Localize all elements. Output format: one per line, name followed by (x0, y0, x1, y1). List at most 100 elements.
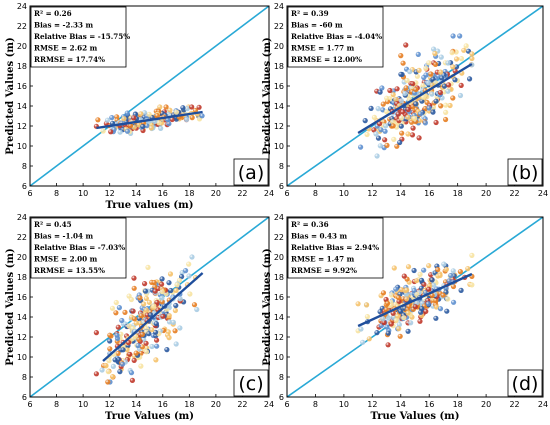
data-point (403, 42, 409, 48)
data-point (435, 266, 441, 273)
data-point (454, 64, 460, 70)
y-tick-label: 16 (17, 293, 27, 302)
x-tick-label: 6 (284, 400, 289, 409)
data-point (168, 287, 174, 294)
data-point (138, 363, 144, 369)
stats-line: Bias = -2.33 m (34, 21, 94, 30)
data-point (191, 302, 198, 308)
data-point (396, 322, 402, 328)
y-tick-label: 16 (274, 293, 284, 302)
data-point (457, 269, 463, 275)
data-point (402, 90, 408, 97)
data-point (423, 72, 429, 78)
y-tick-label: 12 (17, 333, 27, 342)
data-point (385, 342, 391, 348)
data-point (375, 135, 382, 141)
data-point (368, 105, 374, 111)
data-point (431, 282, 437, 288)
fit-line (96, 110, 203, 130)
y-tick-label: 6 (22, 182, 27, 191)
stats-line: RRMSE = 9.92% (291, 266, 357, 275)
data-point (107, 332, 113, 338)
x-tick-label: 14 (131, 189, 141, 198)
data-point (433, 119, 439, 126)
data-point (449, 50, 455, 56)
data-point (115, 324, 121, 330)
y-tick-label: 12 (17, 122, 27, 131)
data-point (156, 120, 162, 126)
data-point (177, 296, 183, 302)
data-point (173, 341, 179, 347)
y-tick-label: 16 (17, 82, 27, 91)
data-point (159, 276, 165, 282)
data-point (154, 299, 160, 305)
data-point (423, 308, 429, 314)
data-point (184, 116, 190, 123)
data-point (390, 123, 396, 129)
data-point (429, 292, 435, 299)
y-tick-label: 18 (17, 273, 27, 282)
data-point (360, 339, 366, 345)
x-tick-label: 10 (78, 189, 88, 198)
data-point (148, 125, 154, 131)
data-point (398, 71, 404, 77)
y-tick-label: 8 (22, 162, 27, 171)
data-point (157, 104, 163, 110)
data-point (149, 327, 155, 333)
data-point (385, 330, 391, 336)
panel-label-box (507, 369, 543, 397)
panel-label: (b) (512, 162, 539, 184)
data-point (104, 117, 111, 123)
data-point (379, 85, 385, 91)
fit-line (357, 62, 473, 135)
data-point (450, 33, 456, 39)
data-point (153, 329, 159, 335)
data-point (432, 50, 438, 57)
data-point (408, 320, 414, 326)
panel-label-box (233, 158, 269, 186)
x-tick-label: 18 (184, 189, 194, 198)
data-point (405, 114, 411, 120)
data-point (128, 370, 135, 376)
data-point (186, 273, 192, 279)
data-point (394, 86, 400, 92)
data-point (374, 330, 380, 336)
x-tick-label: 8 (313, 189, 318, 198)
x-tick-label: 6 (284, 189, 289, 198)
data-point (397, 333, 403, 339)
data-point (136, 122, 142, 128)
data-point (438, 103, 444, 109)
data-point (445, 60, 451, 66)
data-point (409, 132, 416, 138)
y-tick-label: 22 (274, 22, 284, 31)
data-point (166, 280, 172, 286)
stats-box: R² = 0.26 Bias = -2.33 m Relative Bias = -… (30, 6, 130, 68)
data-point (441, 83, 448, 89)
data-point (164, 347, 170, 353)
y-tick-label: 6 (279, 182, 284, 191)
data-point (103, 362, 109, 369)
data-point (142, 281, 148, 287)
stats-line: R² = 0.39 (291, 9, 329, 18)
data-point (396, 298, 402, 305)
data-point (127, 123, 134, 129)
data-point (426, 263, 432, 269)
data-point (469, 55, 475, 62)
data-point (141, 301, 147, 307)
data-point (469, 51, 475, 57)
x-tick-label: 12 (105, 400, 115, 409)
data-point (415, 51, 421, 58)
x-tick-label: 8 (54, 189, 59, 198)
data-point (358, 326, 364, 332)
y-tick-label: 6 (22, 393, 27, 402)
data-point (149, 343, 155, 350)
data-point (381, 320, 387, 326)
data-point (433, 315, 439, 321)
data-point (186, 261, 192, 267)
panel-c: 6 8 10 12 14 16 18 20 22 24 6 8 10 12 14 16 18 20 22 24 True… (5, 213, 274, 422)
data-point (137, 295, 143, 301)
data-point (400, 109, 406, 115)
fit-line (357, 272, 473, 328)
data-point (167, 271, 174, 277)
data-point (358, 144, 364, 150)
